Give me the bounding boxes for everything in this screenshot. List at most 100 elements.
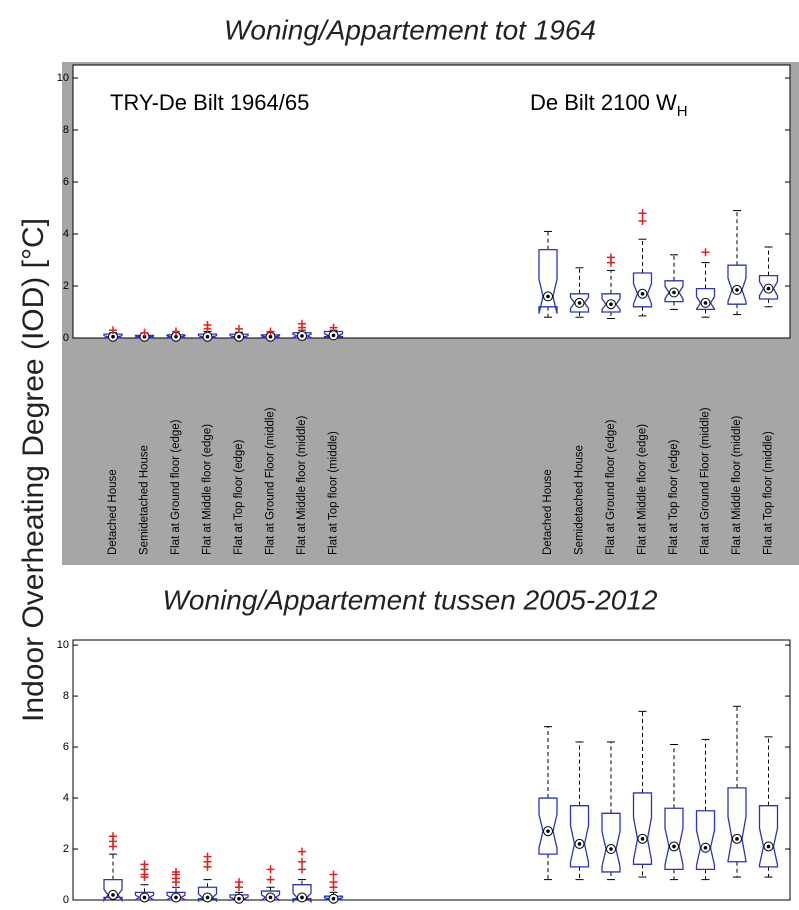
- outlier: [701, 248, 710, 257]
- median-dot: [766, 844, 771, 849]
- median-dot: [174, 895, 178, 900]
- x-tick-label: Flat at Top floor (edge): [233, 439, 245, 555]
- median-dot: [577, 301, 582, 305]
- box: [538, 248, 558, 314]
- x-tick-label: Flat at Middle floor (edge): [637, 424, 649, 555]
- outlier: [298, 857, 306, 866]
- x-tick-label: Flat at Ground floor (edge): [170, 419, 182, 555]
- outlier: [638, 217, 647, 225]
- group-label-text: De Bilt 2100 W: [530, 90, 677, 115]
- box: [292, 884, 312, 904]
- box: [758, 274, 779, 300]
- median-dot: [331, 333, 336, 338]
- outlier: [638, 209, 647, 218]
- outlier: [140, 328, 149, 337]
- x-tick-label: Flat at Middle floor (middle): [296, 416, 308, 555]
- box: [727, 787, 747, 863]
- box: [727, 264, 747, 305]
- chart-title: Woning/Appartement tussen 2005-2012: [163, 584, 658, 615]
- median-dot: [546, 829, 550, 833]
- outlier: [298, 847, 306, 856]
- group-label: De Bilt 2100 WH: [530, 90, 688, 120]
- outlier: [109, 326, 117, 335]
- median-dot: [111, 334, 115, 339]
- box: [260, 334, 281, 339]
- plot-area: [72, 639, 791, 901]
- median-dot: [174, 334, 178, 339]
- box: [260, 890, 281, 902]
- box: [229, 333, 249, 339]
- box: [695, 287, 716, 311]
- box: [632, 272, 653, 308]
- box: [292, 332, 312, 339]
- box: [758, 805, 779, 868]
- y-tick-label: 10: [57, 639, 69, 651]
- x-tick-label: Semidetached House: [139, 445, 151, 555]
- box: [664, 280, 684, 303]
- median-dot: [735, 837, 739, 841]
- box: [632, 792, 653, 865]
- outlier: [109, 832, 117, 841]
- y-tick-label: 0: [63, 894, 69, 906]
- outlier: [298, 865, 306, 874]
- median-dot: [268, 895, 273, 900]
- x-tick-label: Flat at Middle floor (edge): [202, 424, 214, 555]
- outlier: [329, 878, 338, 887]
- box: [197, 886, 218, 903]
- median-dot: [609, 847, 613, 851]
- median-dot: [672, 290, 676, 295]
- y-tick-label: 4: [63, 792, 69, 804]
- x-tick-label: Flat at Middle floor (middle): [731, 416, 743, 555]
- box: [197, 333, 218, 339]
- median-dot: [609, 302, 613, 307]
- x-tick-label: Detached House: [107, 469, 119, 555]
- box: [323, 330, 344, 338]
- x-tick-label: Flat at Top floor (edge): [668, 439, 680, 555]
- median-dot: [300, 895, 304, 900]
- x-tick-label: Flat at Ground floor (edge): [605, 419, 617, 555]
- y-tick-label: 10: [57, 72, 69, 84]
- box: [166, 334, 186, 339]
- outlier: [140, 860, 149, 869]
- outlier: [203, 321, 212, 329]
- x-tick-label: Flat at Top floor (middle): [328, 431, 340, 555]
- box: [601, 812, 621, 873]
- median-dot: [142, 895, 147, 900]
- x-tick-label: Flat at Ground Floor (middle): [265, 407, 277, 555]
- y-tick-label: 2: [63, 843, 69, 855]
- group-label: TRY-De Bilt 1964/65: [110, 90, 309, 115]
- outlier: [235, 324, 243, 333]
- median-dot: [766, 286, 771, 291]
- box: [134, 891, 155, 901]
- box: [323, 895, 344, 901]
- outlier: [235, 878, 243, 887]
- median-dot: [205, 895, 210, 900]
- box: [664, 807, 684, 871]
- y-axis-label: Indoor Overheating Degree (IOD) [°C]: [17, 218, 50, 722]
- median-dot: [546, 294, 550, 299]
- x-tick-label: Detached House: [542, 469, 554, 555]
- x-tick-label: Semidetached House: [574, 445, 586, 555]
- group-label-subscript: H: [677, 103, 688, 120]
- box: [601, 293, 621, 313]
- median-dot: [577, 842, 582, 846]
- y-tick-label: 4: [63, 228, 69, 240]
- y-tick-label: 2: [63, 280, 69, 292]
- median-dot: [703, 845, 708, 850]
- median-dot: [640, 292, 645, 296]
- outlier: [266, 327, 275, 336]
- box: [103, 333, 123, 339]
- outlier: [329, 870, 338, 879]
- x-tick-label: Flat at Top floor (middle): [763, 431, 775, 555]
- outlier: [172, 327, 180, 336]
- chart-title: Woning/Appartement tot 1964: [224, 14, 596, 45]
- y-tick-label: 6: [63, 741, 69, 753]
- outlier: [266, 865, 275, 874]
- median-dot: [300, 334, 304, 338]
- y-tick-label: 6: [63, 176, 69, 188]
- group-label-text: TRY-De Bilt 1964/65: [110, 90, 309, 115]
- median-dot: [111, 893, 115, 897]
- box: [695, 810, 716, 871]
